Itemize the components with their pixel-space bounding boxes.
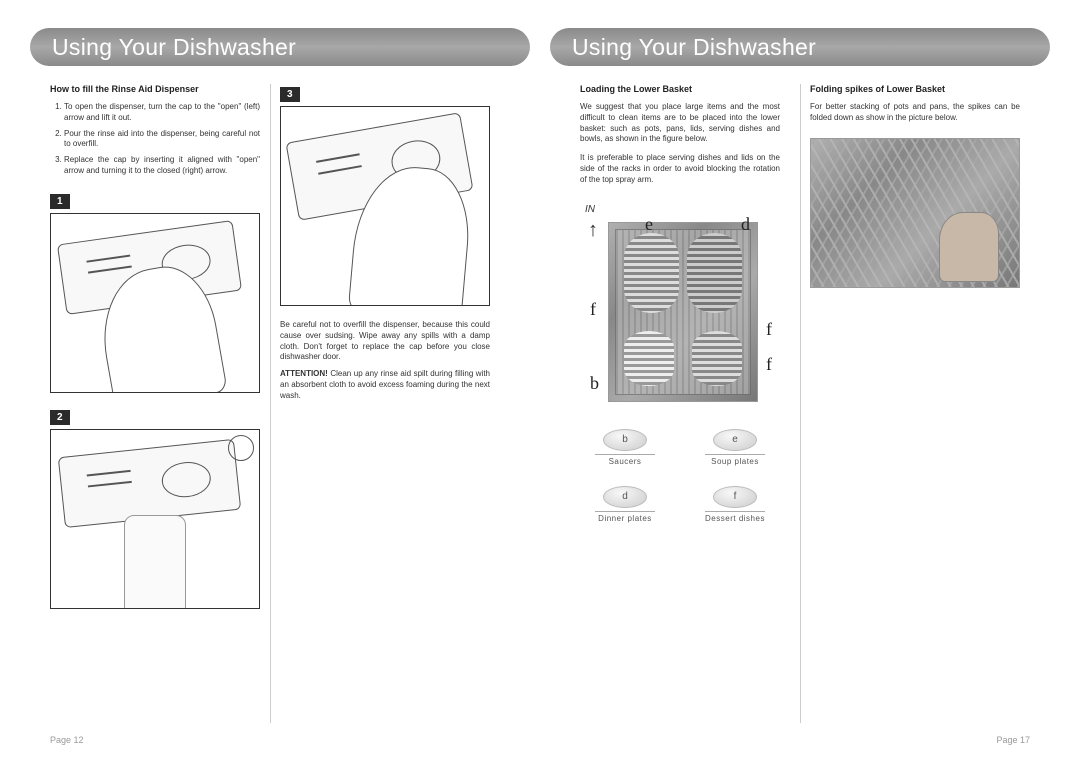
content-left: How to fill the Rinse Aid Dispenser To o… bbox=[50, 84, 520, 723]
loading-para1: We suggest that you place large items an… bbox=[580, 102, 780, 145]
label-f-right2: f bbox=[766, 354, 772, 375]
rinse-aid-steps: To open the dispenser, turn the cap to t… bbox=[50, 102, 260, 177]
label-f-right: f bbox=[766, 319, 772, 340]
plate-e-rule bbox=[705, 454, 765, 455]
cap-2-icon bbox=[160, 460, 212, 500]
plate-b-label: Saucers bbox=[590, 457, 660, 466]
in-label: IN bbox=[585, 204, 595, 215]
hand-photo-icon bbox=[939, 212, 999, 282]
lower-basket-photo bbox=[608, 222, 758, 402]
header-title-right: Using Your Dishwasher bbox=[572, 34, 816, 61]
badge-1: 1 bbox=[50, 194, 70, 209]
figure-2-group: 2 bbox=[50, 407, 260, 609]
content-right: Loading the Lower Basket We suggest that… bbox=[580, 84, 1030, 723]
plate-b-rule bbox=[595, 454, 655, 455]
footer-left: Page 12 bbox=[50, 735, 84, 745]
plates-stack-3-icon bbox=[624, 331, 674, 386]
plate-d-icon: d bbox=[603, 486, 647, 508]
arrow-up-icon: ↑ bbox=[588, 219, 598, 242]
bottle-icon bbox=[124, 515, 186, 609]
plate-f-icon: f bbox=[713, 486, 757, 508]
legend-d: d Dinner plates bbox=[590, 486, 660, 523]
label-f-left: f bbox=[590, 299, 596, 320]
label-b: b bbox=[590, 373, 599, 394]
basket-figure: IN ↑ e d f f f b bbox=[580, 204, 780, 414]
vents-icon bbox=[86, 249, 133, 282]
folding-title: Folding spikes of Lower Basket bbox=[810, 84, 1020, 94]
plates-stack-1-icon bbox=[624, 233, 679, 313]
footer-right: Page 17 bbox=[996, 735, 1030, 745]
rinse-aid-title: How to fill the Rinse Aid Dispenser bbox=[50, 84, 260, 94]
plates-stack-2-icon bbox=[687, 233, 742, 313]
loading-title: Loading the Lower Basket bbox=[580, 84, 780, 94]
folding-para1: For better stacking of pots and pans, th… bbox=[810, 102, 1020, 124]
header-bar-left: Using Your Dishwasher bbox=[30, 28, 530, 66]
overfill-warning: Be careful not to overfill the dispenser… bbox=[280, 320, 490, 363]
illustration-1 bbox=[50, 213, 260, 393]
rinse-step-1: To open the dispenser, turn the cap to t… bbox=[64, 102, 260, 124]
cap-detached-icon bbox=[228, 435, 254, 461]
label-d: d bbox=[741, 214, 750, 235]
left-column-p12: How to fill the Rinse Aid Dispenser To o… bbox=[50, 84, 260, 609]
page-left: Using Your Dishwasher How to fill the Ri… bbox=[0, 0, 540, 763]
vents-3-icon bbox=[316, 147, 364, 185]
vents-2-icon bbox=[87, 464, 133, 496]
plate-e-icon: e bbox=[713, 429, 757, 451]
legend-b: b Saucers bbox=[590, 429, 660, 466]
rinse-step-3: Replace the cap by inserting it aligned … bbox=[64, 155, 260, 177]
folding-spikes-photo bbox=[810, 138, 1020, 288]
loading-para2: It is preferable to place serving dishes… bbox=[580, 153, 780, 185]
label-e: e bbox=[645, 214, 653, 235]
illustration-2 bbox=[50, 429, 260, 609]
badge-2: 2 bbox=[50, 410, 70, 425]
plate-b-icon: b bbox=[603, 429, 647, 451]
rinse-step-2: Pour the rinse aid into the dispenser, b… bbox=[64, 129, 260, 151]
attention-warning: ATTENTION! Clean up any rinse aid spilt … bbox=[280, 369, 490, 401]
right-column-p12: 3 Be careful not to overfill the dispens… bbox=[280, 84, 490, 402]
plate-e-label: Soup plates bbox=[700, 457, 770, 466]
left-column-p17: Loading the Lower Basket We suggest that… bbox=[580, 84, 780, 523]
plate-d-label: Dinner plates bbox=[590, 514, 660, 523]
plate-d-rule bbox=[595, 511, 655, 512]
plate-legend: b Saucers e Soup plates d Dinner plates … bbox=[580, 429, 780, 523]
badge-3: 3 bbox=[280, 87, 300, 102]
plate-f-label: Dessert dishes bbox=[700, 514, 770, 523]
header-title-left: Using Your Dishwasher bbox=[52, 34, 296, 61]
plate-f-rule bbox=[705, 511, 765, 512]
right-column-p17: Folding spikes of Lower Basket For bette… bbox=[810, 84, 1020, 288]
page-right: Using Your Dishwasher Loading the Lower … bbox=[540, 0, 1080, 763]
header-bar-right: Using Your Dishwasher bbox=[550, 28, 1050, 66]
legend-e: e Soup plates bbox=[700, 429, 770, 466]
attention-prefix: ATTENTION! bbox=[280, 369, 328, 378]
plates-stack-4-icon bbox=[692, 331, 742, 386]
illustration-3 bbox=[280, 106, 490, 306]
figure-1-group: 1 bbox=[50, 191, 260, 393]
legend-f: f Dessert dishes bbox=[700, 486, 770, 523]
